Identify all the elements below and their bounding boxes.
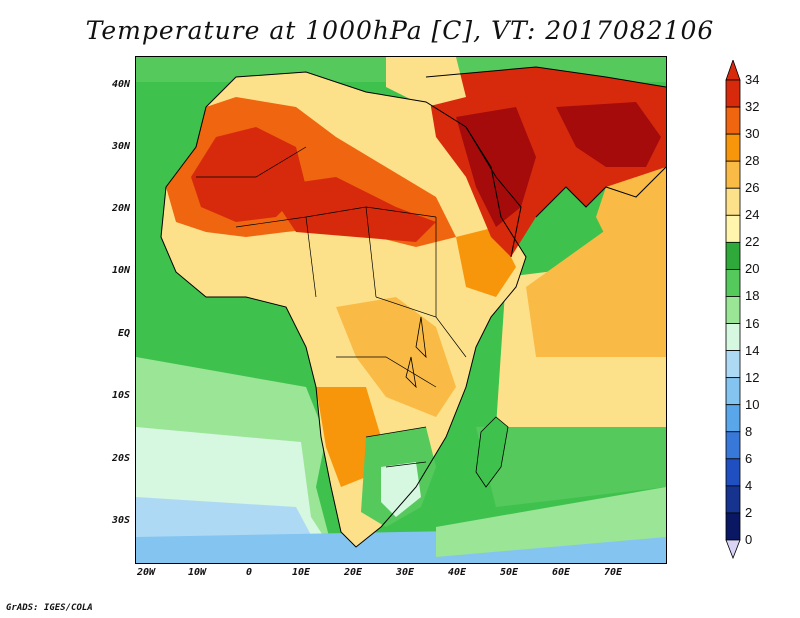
lat-label-20s: 20S [111, 453, 130, 464]
legend-swatch [725, 512, 741, 541]
lat-label-10n: 10N [111, 265, 130, 276]
map-title: Temperature at 1000hPa [C], VT: 20170821… [85, 16, 715, 45]
legend-swatch [725, 241, 741, 270]
legend-level-label: 4 [745, 477, 753, 493]
asia-coastline [425, 66, 666, 258]
legend-swatch [725, 377, 741, 406]
legend-swatch [725, 160, 741, 189]
legend-swatch [725, 214, 741, 243]
lon-label-60e: 60E [551, 567, 571, 578]
legend-level-label: 14 [745, 342, 760, 358]
legend-level-label: 6 [745, 450, 753, 466]
legend-swatch [725, 79, 741, 108]
southern-africa-cool [381, 462, 421, 517]
legend-swatch [725, 269, 741, 297]
legend-swatch [725, 133, 741, 162]
legend-level-label: 34 [745, 72, 760, 87]
country-borders [196, 146, 467, 468]
madagascar [475, 416, 509, 488]
color-legend [725, 60, 741, 560]
legend-over-arrow [725, 60, 741, 81]
mediterranean-warm [386, 57, 466, 107]
legend-level-label: 8 [745, 423, 753, 439]
legend-level-label: 30 [745, 126, 760, 142]
lat-label-30s: 30S [111, 515, 130, 526]
legend-swatch [725, 404, 741, 433]
lat-label-10s: 10S [111, 390, 130, 401]
india-warm [596, 167, 666, 297]
iran-pakistan-core [556, 102, 661, 167]
legend-level-label: 32 [745, 99, 760, 115]
central-africa-warm [336, 297, 456, 417]
lon-label-0: 0 [245, 567, 253, 578]
africa-coastline [160, 71, 527, 548]
lon-label-20w: 20W [136, 567, 156, 578]
legend-swatch [725, 485, 741, 514]
legend-level-label: 22 [745, 234, 760, 250]
legend-level-label: 26 [745, 180, 760, 196]
grads-credit: GrADS: IGES/COLA [6, 603, 93, 613]
lat-label-20n: 20N [111, 203, 130, 214]
legend-level-label: 18 [745, 288, 760, 304]
lon-label-70e: 70E [603, 567, 623, 578]
legend-level-label: 28 [745, 153, 760, 169]
lat-label-30n: 30N [111, 141, 130, 152]
legend-swatch [725, 296, 741, 324]
legend-swatch [725, 187, 741, 216]
legend-level-label: 24 [745, 207, 760, 223]
legend-under-arrow [725, 539, 741, 560]
indian-ocean-mid-band [476, 417, 666, 507]
legend-level-label: 12 [745, 369, 760, 385]
legend-swatch [725, 106, 741, 135]
temperature-map [135, 56, 667, 564]
legend-swatch [725, 350, 741, 379]
legend-level-label: 0 [745, 532, 753, 547]
indian-ocean-south-band [436, 487, 666, 557]
legend-level-label: 10 [745, 396, 760, 412]
lon-label-20e: 20E [343, 567, 363, 578]
legend-level-label: 16 [745, 315, 760, 331]
legend-swatch [725, 458, 741, 487]
lon-label-10w: 10W [187, 567, 207, 578]
lat-label-40n: 40N [111, 79, 130, 90]
legend-swatch [725, 431, 741, 460]
legend-level-label: 20 [745, 261, 760, 277]
lon-label-10e: 10E [291, 567, 311, 578]
legend-swatch [725, 323, 741, 351]
lon-label-40e: 40E [447, 567, 467, 578]
great-lakes [405, 316, 427, 389]
legend-level-label: 2 [745, 504, 753, 520]
arabian-core [456, 107, 536, 227]
lat-label-eq: EQ [117, 328, 130, 339]
lon-label-30e: 30E [395, 567, 415, 578]
lon-label-50e: 50E [499, 567, 519, 578]
